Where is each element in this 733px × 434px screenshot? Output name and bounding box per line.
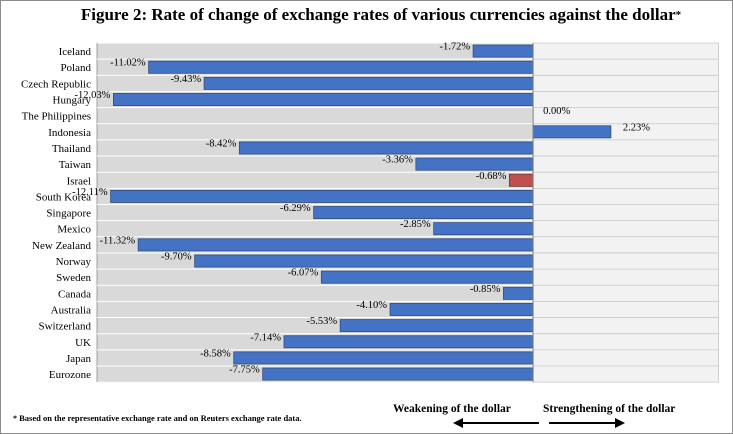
bar-mexico: [433, 222, 534, 236]
value-label-poland: -11.02%: [110, 58, 146, 69]
bar-czech-republic: [203, 76, 534, 90]
positive-region: [533, 43, 718, 383]
value-label-the-philippines: 0.00%: [543, 106, 570, 117]
value-label-israel: -0.68%: [476, 171, 507, 182]
value-label-thailand: -8.42%: [206, 138, 237, 149]
category-label-israel: Israel: [67, 175, 91, 187]
value-label-taiwan: -3.36%: [382, 155, 413, 166]
footnote: * Based on the representative exchange r…: [13, 413, 302, 423]
category-label-mexico: Mexico: [57, 224, 91, 236]
bar-uk: [283, 335, 534, 349]
category-label-indonesia: Indonesia: [48, 127, 91, 139]
chart-title: Figure 2: Rate of change of exchange rat…: [61, 5, 701, 25]
bar-iceland: [472, 44, 534, 58]
value-label-switzerland: -5.53%: [307, 316, 338, 327]
bar-australia: [389, 302, 534, 316]
value-label-japan: -8.58%: [200, 348, 231, 359]
category-label-iceland: Iceland: [59, 46, 92, 58]
value-label-norway: -9.70%: [161, 252, 192, 263]
value-label-czech-republic: -9.43%: [170, 74, 201, 85]
bar-hungary: [112, 93, 534, 106]
bar-eurozone: [262, 367, 534, 381]
bar-south-korea: [110, 189, 534, 203]
value-label-new-zealand: -11.32%: [100, 235, 136, 246]
value-label-australia: -4.10%: [356, 300, 387, 311]
category-label-new-zealand: New Zealand: [32, 240, 91, 252]
category-label-switzerland: Switzerland: [38, 321, 91, 333]
bar-japan: [233, 351, 534, 365]
strengthening-label: Strengthening of the dollar: [543, 403, 676, 415]
value-label-mexico: -2.85%: [400, 219, 431, 230]
category-label-poland: Poland: [60, 62, 91, 74]
value-label-uk: -7.14%: [250, 332, 281, 343]
value-label-south-korea: -12.11%: [72, 187, 108, 198]
category-label-australia: Australia: [51, 304, 91, 316]
bar-israel: [508, 173, 534, 187]
category-label-hungary: Hungary: [53, 95, 92, 107]
category-label-taiwan: Taiwan: [59, 159, 92, 171]
bar-thailand: [238, 141, 534, 155]
category-label-singapore: Singapore: [46, 208, 91, 220]
category-label-czech-republic: Czech Republic: [21, 78, 91, 90]
bar-singapore: [313, 206, 534, 220]
value-label-iceland: -1.72%: [439, 42, 470, 53]
footnote-mark: *: [13, 414, 17, 423]
category-label-south-korea: South Korea: [36, 191, 91, 203]
bar-poland: [148, 60, 534, 74]
value-label-eurozone: -7.75%: [229, 365, 260, 376]
category-label-japan: Japan: [66, 353, 92, 365]
category-label-the-philippines: The Philippines: [22, 111, 91, 123]
category-label-eurozone: Eurozone: [49, 369, 91, 381]
chart-title-text: Figure 2: Rate of change of exchange rat…: [80, 5, 676, 24]
bar-norway: [194, 254, 534, 268]
right-arrow-icon: [549, 418, 625, 428]
category-label-sweden: Sweden: [56, 272, 91, 284]
footnote-text: Based on the representative exchange rat…: [19, 413, 302, 423]
category-label-uk: UK: [75, 337, 91, 349]
category-label-canada: Canada: [58, 288, 91, 300]
title-footnote-mark: *: [675, 9, 682, 21]
bar-canada: [503, 286, 534, 300]
category-label-thailand: Thailand: [52, 143, 92, 155]
value-label-hungary: -12.03%: [75, 90, 111, 101]
bar-indonesia: [532, 125, 612, 139]
category-label-norway: Norway: [56, 256, 92, 268]
bar-chart: Iceland -1.72% Poland -11.02% Czech Republic…: [21, 42, 719, 383]
bar-new-zealand: [137, 238, 534, 252]
value-label-singapore: -6.29%: [280, 203, 311, 214]
weakening-label: Weakening of the dollar: [393, 403, 511, 415]
bar-switzerland: [339, 319, 534, 333]
left-arrow-icon: [453, 418, 539, 428]
bar-taiwan: [415, 157, 534, 171]
value-label-indonesia: 2.23%: [623, 122, 650, 133]
value-label-canada: -0.85%: [470, 284, 501, 295]
bar-sweden: [320, 270, 534, 284]
value-label-sweden: -6.07%: [288, 268, 319, 279]
